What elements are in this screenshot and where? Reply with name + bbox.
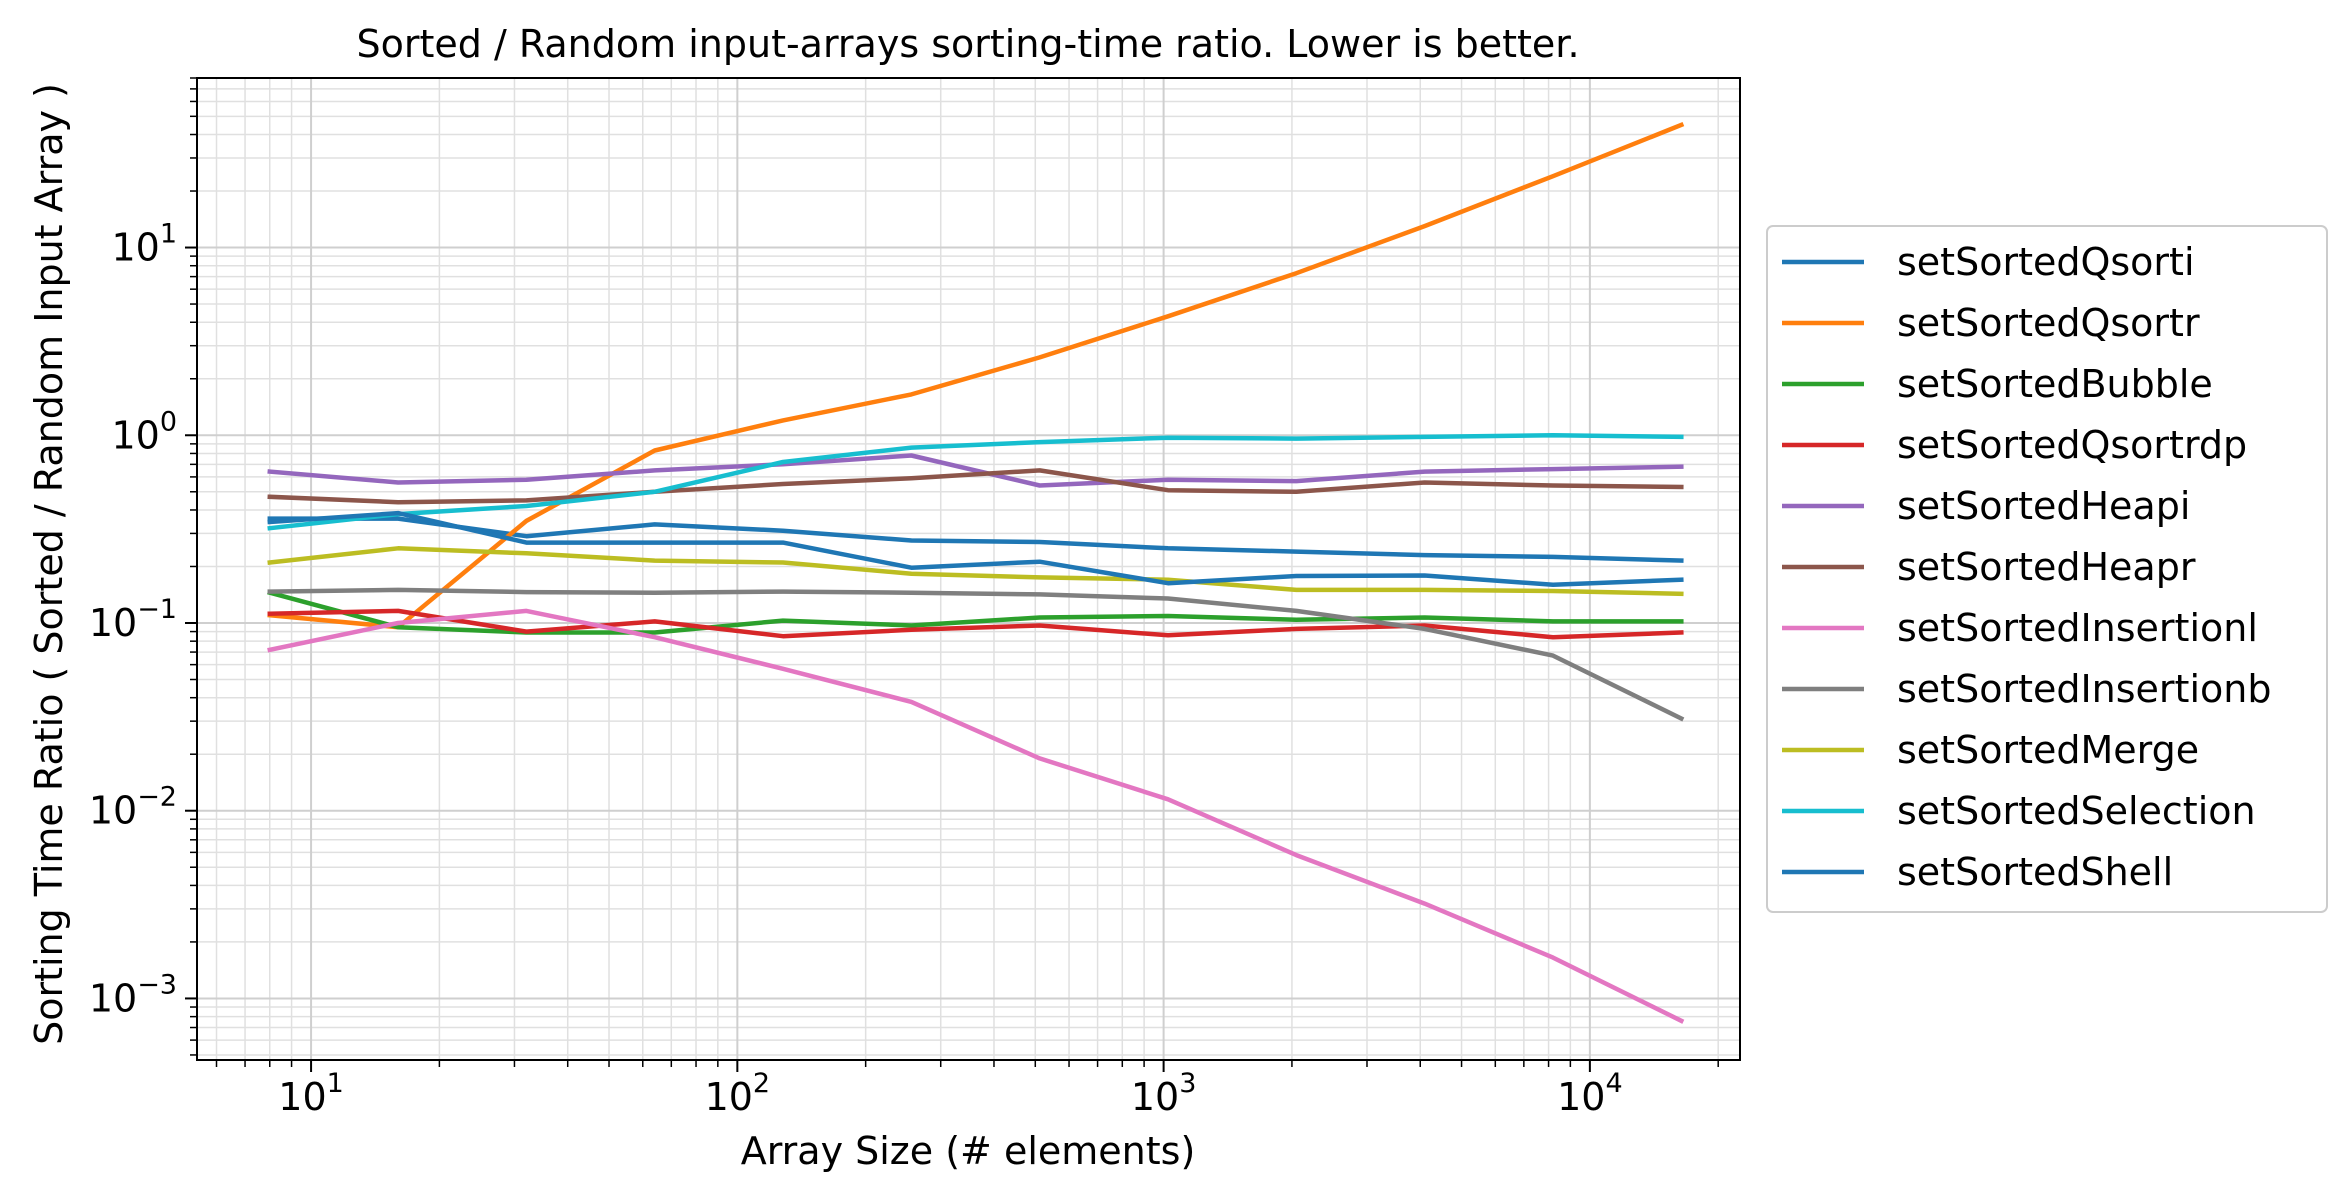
legend-label: setSortedShell [1897,850,2173,894]
series-line-setSortedMerge [267,546,1684,597]
plot-frame [196,77,1741,1061]
series-line-setSortedQsortrdp [267,608,1684,640]
legend-label: setSortedBubble [1897,362,2213,406]
y-tick-label: 10−2 [89,782,177,833]
x-tick-label: 104 [1557,1068,1623,1119]
legend-label: setSortedMerge [1897,728,2199,772]
y-tick-label: 10−3 [89,969,177,1020]
y-tick-label: 100 [111,406,177,457]
legend-label: setSortedInsertionb [1897,667,2271,711]
legend-label: setSortedSelection [1897,789,2256,833]
y-axis-label: Sorting Time Ratio ( Sorted / Random Inp… [27,83,71,1045]
x-tick-label: 102 [705,1068,771,1119]
x-tick-label: 101 [278,1068,344,1119]
legend-label: setSortedQsorti [1897,240,2195,284]
series-line-setSortedQsorti [267,516,1684,563]
x-axis-label: Array Size (# elements) [741,1129,1196,1173]
series-line-setSortedBubble [267,589,1684,635]
legend-label: setSortedHeapr [1897,545,2196,589]
legend-label: setSortedInsertionl [1897,606,2258,650]
x-axis-ticks: 101 102 103 104 [215,1060,1719,1119]
legend-label: setSortedQsortr [1897,301,2200,345]
series-line-setSortedHeapr [267,468,1684,505]
series-layer [267,121,1685,1024]
series-line-setSortedHeapi [267,453,1684,488]
series-line-setSortedInsertionl [267,608,1685,1024]
y-tick-label: 101 [111,219,177,270]
legend-box [1766,225,2328,913]
legend-label: setSortedQsortrdp [1897,423,2247,467]
series-line-setSortedSelection [267,433,1684,531]
y-axis-ticks: 10−3 10−2 10−1 100 101 [89,77,197,1056]
series-line-setSortedInsertionb [267,587,1685,722]
series-line-setSortedShell [267,510,1684,587]
y-tick-label: 10−1 [89,594,177,645]
x-tick-label: 103 [1131,1068,1197,1119]
legend-label: setSortedHeapi [1897,484,2190,528]
chart-title: Sorted / Random input-arrays sorting-tim… [356,22,1579,66]
legend: setSortedQsorti setSortedQsortr setSortedB… [1766,225,2328,913]
minor-grid [197,77,1740,1060]
